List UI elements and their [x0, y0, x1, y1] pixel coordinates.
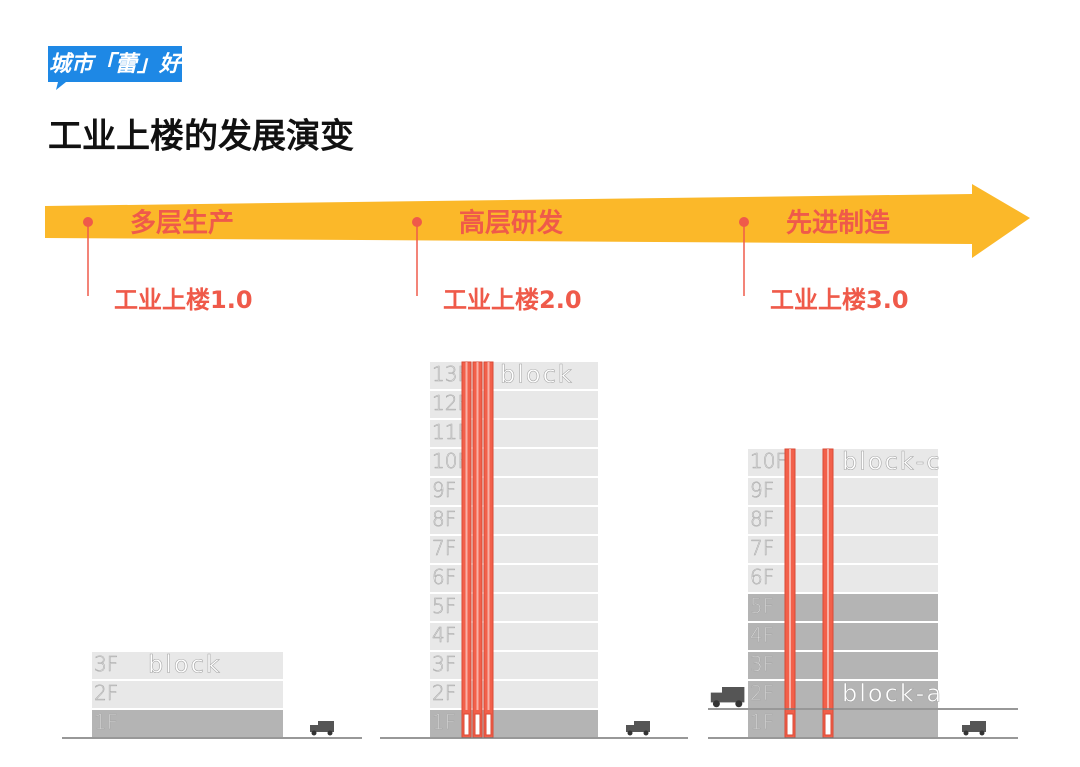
timeline-arrow — [45, 184, 1030, 258]
floor-label: 10F — [750, 449, 787, 473]
elevator-core — [789, 449, 791, 710]
floor-label: 6F — [750, 565, 774, 589]
floor — [748, 565, 938, 592]
floor — [430, 536, 598, 563]
elevator-core — [476, 362, 479, 710]
elevator-door — [474, 713, 481, 736]
truck — [634, 721, 650, 732]
floor-label: 3F — [432, 652, 456, 676]
elevator-door — [485, 713, 492, 736]
floor — [748, 594, 938, 621]
floor — [748, 681, 938, 708]
floor-label: 1F — [750, 710, 774, 734]
elevator-door — [463, 713, 470, 736]
logo: 城市「蕾」好 — [49, 51, 185, 77]
truck — [626, 725, 634, 732]
truck-wheel — [712, 700, 720, 708]
stage-label: 工业上楼2.0 — [443, 286, 582, 314]
floor — [430, 623, 598, 650]
stage-dot — [412, 217, 422, 227]
floor — [748, 652, 938, 679]
stage-dot — [739, 217, 749, 227]
stage-dot — [83, 217, 93, 227]
floor-label: 3F — [94, 652, 118, 676]
floor-label: 2F — [750, 681, 774, 705]
elevator-core — [465, 362, 468, 710]
floor-label: 1F — [432, 710, 456, 734]
floor — [430, 391, 598, 418]
truck-wheel — [735, 700, 743, 708]
floor — [430, 565, 598, 592]
floor — [430, 681, 598, 708]
truck-wheel — [643, 730, 649, 736]
floor-label: 1F — [94, 710, 118, 734]
floor — [748, 710, 938, 737]
floor-label: 5F — [750, 594, 774, 618]
floor-label: 9F — [432, 478, 456, 502]
elevator-core — [827, 449, 829, 710]
floor — [430, 449, 598, 476]
block-label: block-c — [842, 448, 942, 476]
truck — [722, 687, 745, 703]
floor-label: 7F — [432, 536, 456, 560]
truck — [970, 721, 986, 732]
floor — [748, 507, 938, 534]
floor — [430, 507, 598, 534]
floor — [748, 478, 938, 505]
elevator-door — [786, 713, 794, 736]
floor-label: 5F — [432, 594, 456, 618]
floor — [92, 652, 283, 679]
floor-label: 8F — [750, 507, 774, 531]
floor — [92, 681, 283, 708]
stage-label: 工业上楼1.0 — [114, 286, 253, 314]
truck-wheel — [979, 730, 985, 736]
floor-label: 6F — [432, 565, 456, 589]
stage-label: 工业上楼3.0 — [770, 286, 909, 314]
elevator-core — [487, 362, 490, 710]
truck — [310, 725, 318, 732]
truck-wheel — [627, 730, 633, 736]
floor-label: 2F — [94, 681, 118, 705]
truck — [710, 692, 722, 703]
floor — [430, 594, 598, 621]
truck-wheel — [963, 730, 969, 736]
floor-label: 4F — [432, 623, 456, 647]
truck-wheel — [311, 730, 317, 736]
truck — [318, 721, 334, 732]
floor-label: 9F — [750, 478, 774, 502]
floor — [430, 652, 598, 679]
floor — [430, 420, 598, 447]
floor-label: 2F — [432, 681, 456, 705]
floor-label: 3F — [750, 652, 774, 676]
logo-badge — [48, 46, 182, 90]
floor — [430, 478, 598, 505]
title: 工业上楼的发展演变 — [48, 117, 354, 157]
truck — [962, 725, 970, 732]
floor — [748, 449, 938, 476]
elevator-door — [824, 713, 832, 736]
block-label: block-a — [842, 680, 943, 708]
block-label: block — [148, 651, 222, 679]
stage-name: 多层生产 — [130, 209, 234, 239]
floor-label: 8F — [432, 507, 456, 531]
floor-label: 4F — [750, 623, 774, 647]
truck-wheel — [327, 730, 333, 736]
floor-label: 7F — [750, 536, 774, 560]
floor — [748, 536, 938, 563]
floor — [92, 710, 283, 737]
floor — [748, 623, 938, 650]
block-label: block — [500, 361, 574, 389]
floor — [430, 710, 598, 737]
stage-name: 高层研发 — [459, 208, 563, 239]
floor — [430, 362, 598, 389]
stage-name: 先进制造 — [786, 209, 890, 239]
